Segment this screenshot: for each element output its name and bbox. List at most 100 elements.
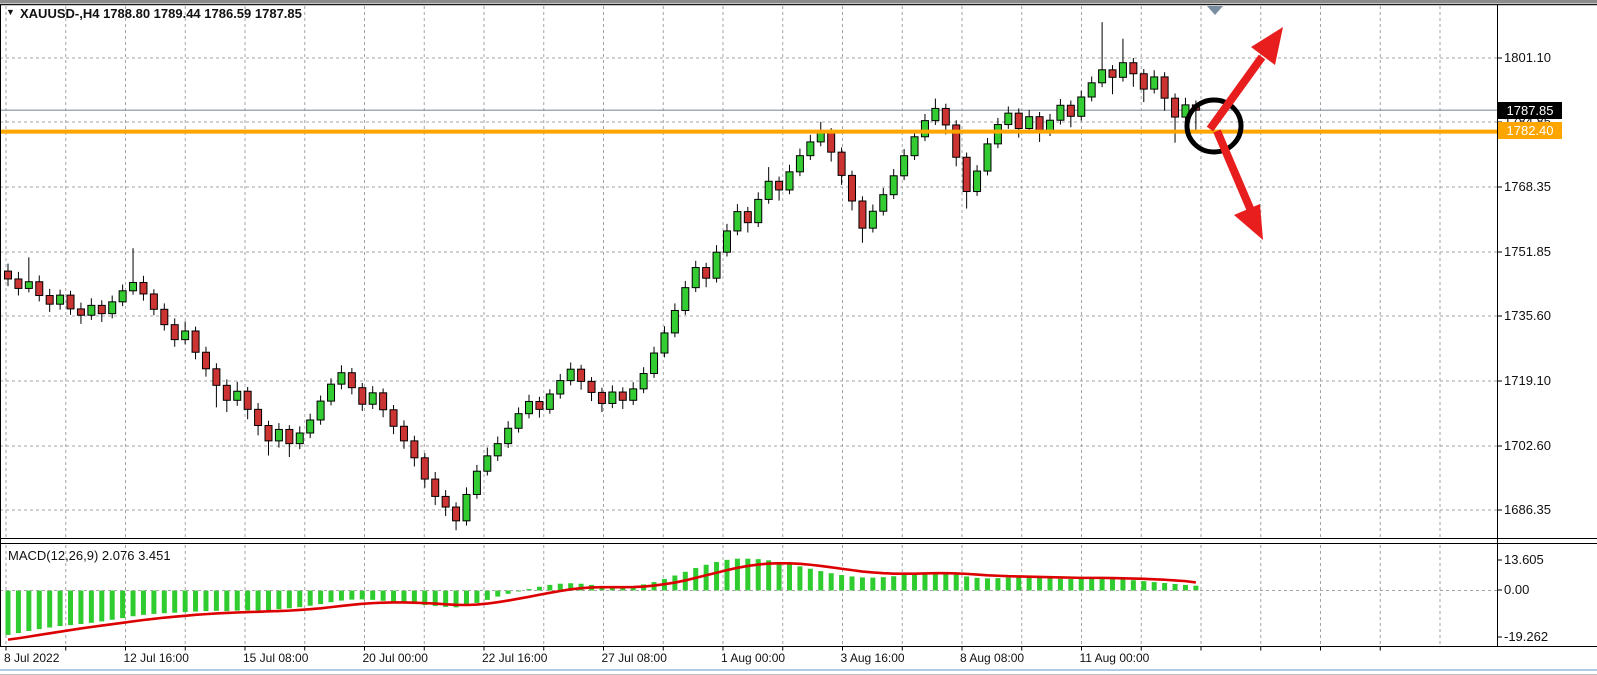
candle-bull xyxy=(691,267,700,289)
macd-histogram-bar xyxy=(1130,580,1136,591)
macd-histogram-bar xyxy=(880,577,886,591)
macd-histogram-bar xyxy=(68,590,74,626)
macd-histogram-bar xyxy=(328,590,334,603)
time-axis-label: 22 Jul 16:00 xyxy=(482,651,548,665)
macd-histogram-bar xyxy=(703,564,709,591)
candle-bear xyxy=(14,278,23,289)
candle-bull xyxy=(1118,62,1127,78)
macd-histogram-bar xyxy=(953,574,959,591)
macd-histogram-bar xyxy=(839,575,845,591)
candle-bear xyxy=(4,270,12,280)
candle-bear xyxy=(1160,76,1169,99)
macd-histogram-bar xyxy=(849,576,855,591)
candle-bear xyxy=(577,368,586,382)
arrow-up-shaft xyxy=(1206,54,1266,132)
candle-bear xyxy=(358,387,367,405)
candle-bear xyxy=(379,392,388,411)
candle-bull xyxy=(1004,112,1013,126)
candle-bull xyxy=(483,455,492,472)
symbol-dropdown-icon: ▼ xyxy=(6,7,15,17)
macd-histogram-bar xyxy=(463,590,469,606)
macd-histogram-bar xyxy=(1078,578,1084,591)
macd-histogram-bar xyxy=(693,568,699,591)
candle-bear xyxy=(587,380,596,393)
macd-histogram-bar xyxy=(370,590,376,600)
macd-histogram-bar xyxy=(245,590,251,611)
candle-bull xyxy=(608,391,617,404)
candle-bear xyxy=(97,304,106,315)
candle-bull xyxy=(118,290,127,303)
macd-histogram-bar xyxy=(1068,579,1074,591)
candle-bear xyxy=(858,200,867,229)
candle-bull xyxy=(670,309,679,334)
macd-axis-label: 13.605 xyxy=(1504,552,1544,567)
highlight-circle-annotation xyxy=(1184,97,1244,155)
macd-histogram-bar xyxy=(266,590,271,611)
macd-histogram-bar xyxy=(568,583,574,591)
candle-bear xyxy=(285,428,294,445)
macd-histogram-bar xyxy=(1005,577,1011,591)
candle-bear xyxy=(952,124,961,158)
candle-bull xyxy=(316,400,325,421)
candle-bear xyxy=(441,495,450,508)
time-axis-label: 15 Jul 08:00 xyxy=(243,651,309,665)
candle-bull xyxy=(983,143,992,172)
candle-bear xyxy=(1035,116,1044,133)
candle-bull xyxy=(681,287,690,311)
candle-bear xyxy=(941,107,950,126)
candle-bear xyxy=(149,293,158,310)
price-axis-label: 1719.10 xyxy=(1504,372,1551,388)
candle-bull xyxy=(295,432,304,445)
time-axis-label: 11 Aug 00:00 xyxy=(1079,651,1150,665)
candle-bull xyxy=(910,136,919,157)
candle-bear xyxy=(837,151,846,176)
macd-axis-label: -19.262 xyxy=(1504,629,1549,644)
macd-histogram-bar xyxy=(1099,578,1105,591)
price-axis-label: 1768.35 xyxy=(1504,179,1551,194)
macd-histogram-bar xyxy=(213,590,219,611)
macd-histogram-bar xyxy=(557,583,563,591)
macd-histogram-bar xyxy=(318,590,324,605)
macd-histogram-bar xyxy=(432,590,438,606)
macd-histogram-bar xyxy=(547,584,553,591)
macd-histogram-bar xyxy=(109,590,115,620)
candle-bear xyxy=(399,425,408,442)
macd-histogram-bar xyxy=(828,573,834,591)
macd-histogram-bar xyxy=(943,572,949,591)
macd-histogram-bar xyxy=(57,590,63,627)
candle-bull xyxy=(639,373,648,390)
macd-histogram-bar xyxy=(1016,577,1022,591)
candle-bear xyxy=(160,308,169,326)
candle-bull xyxy=(764,180,773,200)
macd-histogram-bar xyxy=(984,578,990,591)
macd-histogram-bar xyxy=(1026,577,1032,591)
macd-histogram-bar xyxy=(891,576,897,591)
candle-bear xyxy=(170,324,179,341)
macd-histogram-bar xyxy=(307,590,313,606)
macd-histogram-bar xyxy=(484,590,490,600)
candle-bear xyxy=(35,281,44,297)
time-axis-label: 3 Aug 16:00 xyxy=(840,651,905,665)
candle-bear xyxy=(452,506,461,522)
time-axis-label: 8 Jul 2022 xyxy=(4,651,60,665)
candle-bull xyxy=(87,304,96,316)
candle-bull xyxy=(337,372,346,385)
macd-histogram-bar xyxy=(36,590,42,630)
time-axis-label: 12 Jul 16:00 xyxy=(123,651,189,665)
chart-title-ohlc: XAUUSD-,H4 1788.80 1789.44 1786.59 1787.… xyxy=(20,6,302,21)
macd-histogram-bar xyxy=(870,577,876,591)
macd-histogram-bar xyxy=(130,590,136,617)
candle-bull xyxy=(56,294,65,305)
macd-axis-label: 0.00 xyxy=(1504,582,1530,597)
macd-histogram-bar xyxy=(912,573,918,591)
macd-histogram-bar xyxy=(140,590,146,615)
candle-bull xyxy=(629,388,638,401)
window-top-edge xyxy=(0,0,1597,3)
candle-bull xyxy=(306,419,315,434)
candle-bear xyxy=(535,400,544,410)
candle-bear xyxy=(1171,97,1180,118)
time-axis-label: 27 Jul 08:00 xyxy=(601,651,667,665)
bid-price-tag: 1787.85 xyxy=(1498,102,1562,119)
